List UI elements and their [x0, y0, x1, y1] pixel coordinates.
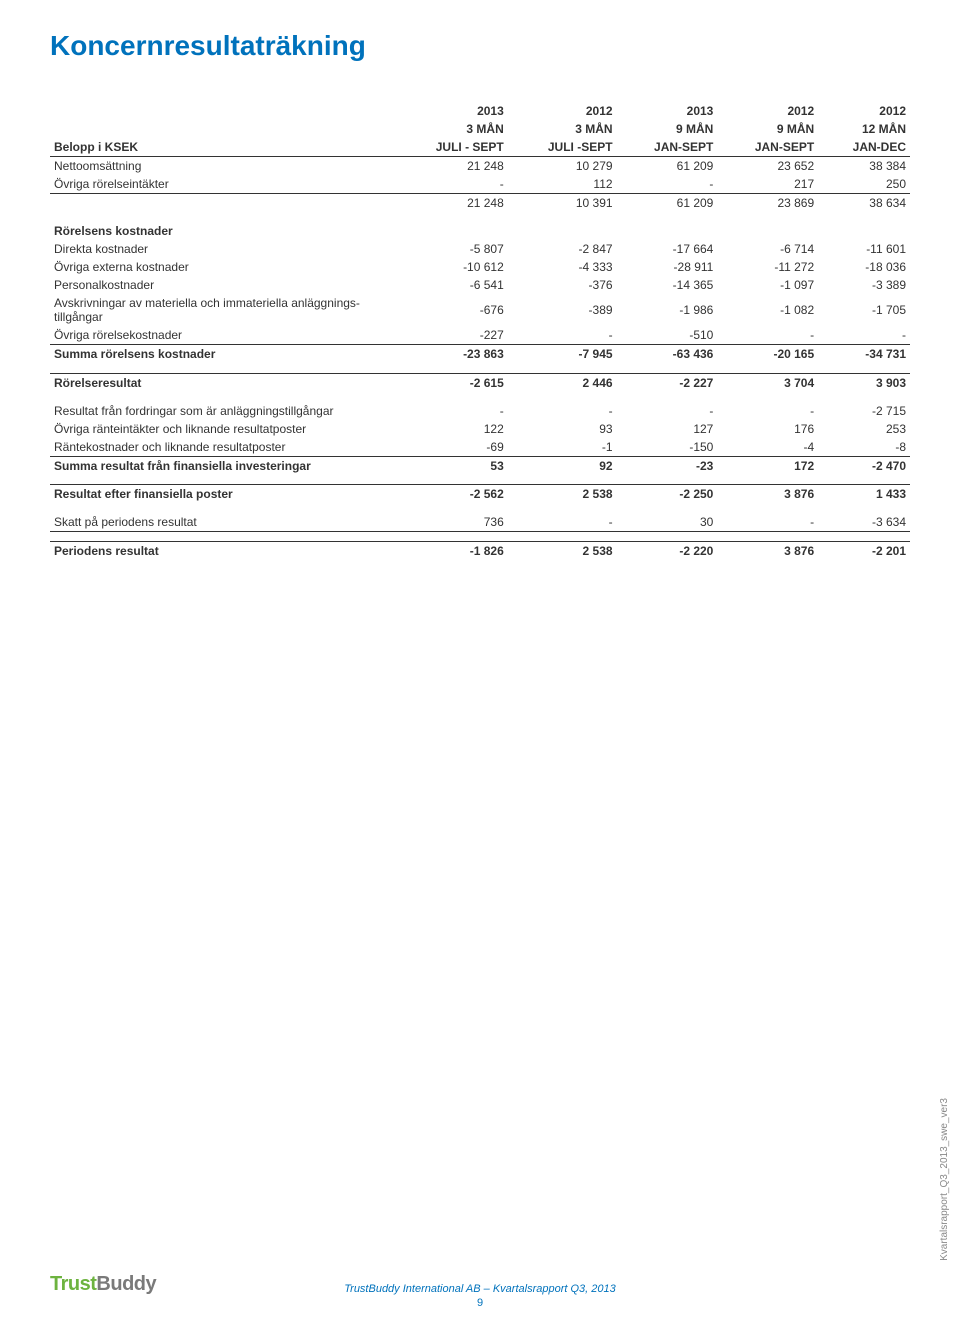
table-row: Övriga ränteintäkter och liknande result…: [50, 420, 910, 438]
page-footer: TrustBuddy TrustBuddy International AB –…: [0, 1261, 960, 1301]
table-row: Räntekostnader och liknande resultatpost…: [50, 438, 910, 457]
table-row: Rörelseresultat-2 6152 446-2 2273 7043 9…: [50, 373, 910, 392]
table-row: Nettoomsättning21 24810 27961 20923 6523…: [50, 157, 910, 176]
table-row: Direkta kostnader-5 807-2 847-17 664-6 7…: [50, 240, 910, 258]
table-row: Avskrivningar av materiella och immateri…: [50, 294, 910, 326]
table-row: Resultat efter finansiella poster-2 5622…: [50, 485, 910, 504]
table-row: Resultat från fordringar som är anläggni…: [50, 402, 910, 420]
table-row: Summa resultat från finansiella invester…: [50, 456, 910, 475]
footer-page-number: 9: [0, 1297, 960, 1309]
page-content: Koncernresultaträkning 20132012201320122…: [0, 0, 960, 560]
table-row: Periodens resultat-1 8262 538-2 2203 876…: [50, 542, 910, 561]
table-row: Övriga rörelsekostnader-227--510--: [50, 326, 910, 345]
table-row: 21 24810 39161 20923 86938 634: [50, 194, 910, 213]
table-row: Övriga externa kostnader-10 612-4 333-28…: [50, 258, 910, 276]
table-row: Skatt på periodens resultat736-30--3 634: [50, 513, 910, 532]
section-heading: Rörelsens kostnader: [50, 222, 394, 240]
footer-center-text: TrustBuddy International AB – Kvartalsra…: [0, 1283, 960, 1295]
table-row: Övriga rörelseintäkter-112-217250: [50, 175, 910, 194]
table-row: Personalkostnader-6 541-376-14 365-1 097…: [50, 276, 910, 294]
income-statement-table: 201320122013201220123 MÅN3 MÅN9 MÅN9 MÅN…: [50, 102, 910, 560]
table-row: Summa rörelsens kostnader-23 863-7 945-6…: [50, 345, 910, 364]
page-title: Koncernresultaträkning: [50, 30, 910, 62]
side-version-label: Kvartalsrapport_Q3_2013_swe_ver3: [939, 1098, 950, 1261]
